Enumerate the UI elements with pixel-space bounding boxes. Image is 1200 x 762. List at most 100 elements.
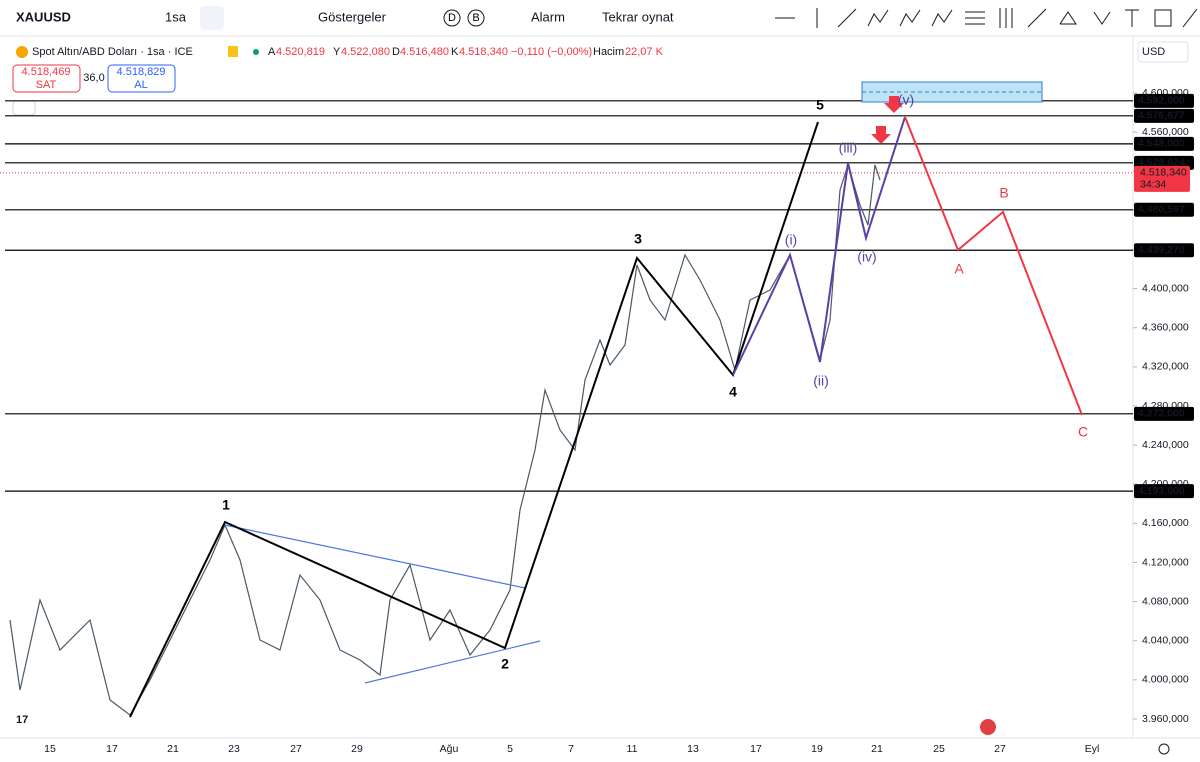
- level-label: 4.480,597: [1138, 204, 1185, 216]
- level-badge: [1134, 243, 1194, 258]
- wave-label: (i): [785, 232, 797, 248]
- event-icon[interactable]: [980, 719, 996, 735]
- level-badge: [1134, 108, 1194, 123]
- x-tick-label: 13: [687, 743, 699, 755]
- buy-label: AL: [134, 79, 147, 91]
- x-tick-label: 27: [290, 743, 302, 755]
- wave-label: 4: [729, 384, 737, 400]
- level-badge: [1134, 406, 1194, 421]
- level-label: 4.528,624: [1138, 157, 1185, 169]
- indicators-button[interactable]: Göstergeler: [318, 9, 387, 24]
- x-tick-label: 7: [568, 743, 574, 755]
- triangle-top: [224, 524, 526, 589]
- price-path: [9, 162, 881, 716]
- spread: 36,0: [83, 72, 104, 84]
- wave-label: (v): [898, 92, 914, 108]
- low: 4.516,480: [400, 46, 449, 58]
- triangle-bottom: [364, 640, 541, 684]
- b-button[interactable]: [467, 9, 485, 27]
- correction-waves: [904, 116, 1083, 416]
- y-tick-label: 3.960,000: [1142, 713, 1189, 725]
- symbol[interactable]: XAUUSD: [16, 9, 71, 24]
- y-tick-label: 4.240,000: [1142, 439, 1189, 451]
- level-label: 4.576,677: [1138, 110, 1185, 122]
- y-tick-label: 4.360,000: [1142, 322, 1189, 334]
- tv-logo: 17: [16, 714, 28, 726]
- sub-waves: [732, 116, 906, 376]
- sell-button[interactable]: [12, 64, 81, 93]
- buy-button[interactable]: [107, 64, 176, 93]
- impulse-waves: [129, 121, 819, 718]
- current-price-badge: [1134, 165, 1190, 192]
- high-label: Y: [333, 46, 341, 58]
- drawing-tools[interactable]: [775, 8, 1198, 28]
- close-label: K: [451, 46, 459, 58]
- x-tick-label: 5: [507, 743, 513, 755]
- level-badge: [1134, 484, 1194, 499]
- volume-label: Hacim: [593, 46, 624, 58]
- sell-price: 4.518,469: [22, 66, 71, 78]
- x-tick-label: 25: [933, 743, 945, 755]
- wave-label: B: [999, 185, 1008, 201]
- open-label: A: [268, 46, 276, 58]
- level-label: 4.193,000: [1138, 485, 1185, 497]
- x-tick-label: 15: [44, 743, 56, 755]
- x-tick-label: 11: [627, 743, 638, 755]
- x-tick-label: 17: [106, 743, 118, 755]
- wave-label: 2: [501, 656, 509, 672]
- current-price-label: 4.518,340: [1140, 167, 1187, 179]
- wave-label: C: [1078, 424, 1088, 440]
- legend-title: Spot Altın/ABD Doları · 1sa · ICE: [32, 46, 193, 58]
- y-tick-label: 4.040,000: [1142, 635, 1189, 647]
- replay-button[interactable]: Tekrar oynat: [602, 9, 674, 24]
- x-tick-label: 23: [228, 743, 240, 755]
- wave-label: 1: [222, 497, 230, 513]
- x-tick-label: Eyl: [1085, 743, 1100, 755]
- countdown: 34:34: [1140, 179, 1166, 191]
- high: 4.522,080: [341, 46, 390, 58]
- level-badge: [1134, 93, 1194, 108]
- x-tick-label: 29: [351, 743, 363, 755]
- gold-icon: [16, 46, 28, 58]
- buy-price: 4.518,829: [117, 66, 166, 78]
- b-label: B: [472, 12, 479, 24]
- ohlc: A 4.520,819 Y 4.522,080 D 4.516,480 K 4.…: [268, 46, 664, 58]
- arrow: [871, 126, 891, 144]
- alarm-button[interactable]: Alarm: [531, 9, 565, 24]
- currency-button[interactable]: [1137, 41, 1189, 63]
- status-dot: [253, 49, 259, 55]
- settings-icon[interactable]: [1158, 743, 1170, 755]
- x-tick-label: 21: [871, 743, 883, 755]
- collapse-button[interactable]: [12, 100, 36, 116]
- wave-label: A: [954, 261, 964, 277]
- y-tick-label: 4.160,000: [1142, 517, 1189, 529]
- y-tick-label: 4.120,000: [1142, 556, 1189, 568]
- x-tick-label: 17: [750, 743, 762, 755]
- y-tick-label: 4.080,000: [1142, 595, 1189, 607]
- x-tick-label: 27: [994, 743, 1006, 755]
- level-label: 4.548,000: [1138, 138, 1185, 150]
- d-label: D: [448, 12, 456, 24]
- arrow: [884, 96, 904, 113]
- x-tick-label: Ağu: [440, 743, 459, 755]
- y-tick-label: 4.320,000: [1142, 361, 1189, 373]
- wave-label: (ii): [813, 373, 829, 389]
- interval[interactable]: 1sa: [165, 9, 187, 24]
- y-tick-label: 4.400,000: [1142, 282, 1189, 294]
- level-label: 4.439,270: [1138, 244, 1185, 256]
- wave-label: (iv): [857, 249, 876, 265]
- y-tick-label: 4.560,000: [1142, 126, 1189, 138]
- currency: USD: [1142, 46, 1165, 58]
- open: 4.520,819: [276, 46, 325, 58]
- close: 4.518,340: [459, 46, 508, 58]
- level-badge: [1134, 136, 1194, 151]
- wave-label: 3: [634, 231, 642, 247]
- candle-button[interactable]: [200, 6, 224, 30]
- sell-label: SAT: [36, 79, 57, 91]
- d-button[interactable]: [443, 9, 461, 27]
- flag: [228, 46, 238, 57]
- level-label: 4.592,000: [1138, 95, 1185, 107]
- wave-label: 5: [816, 97, 824, 113]
